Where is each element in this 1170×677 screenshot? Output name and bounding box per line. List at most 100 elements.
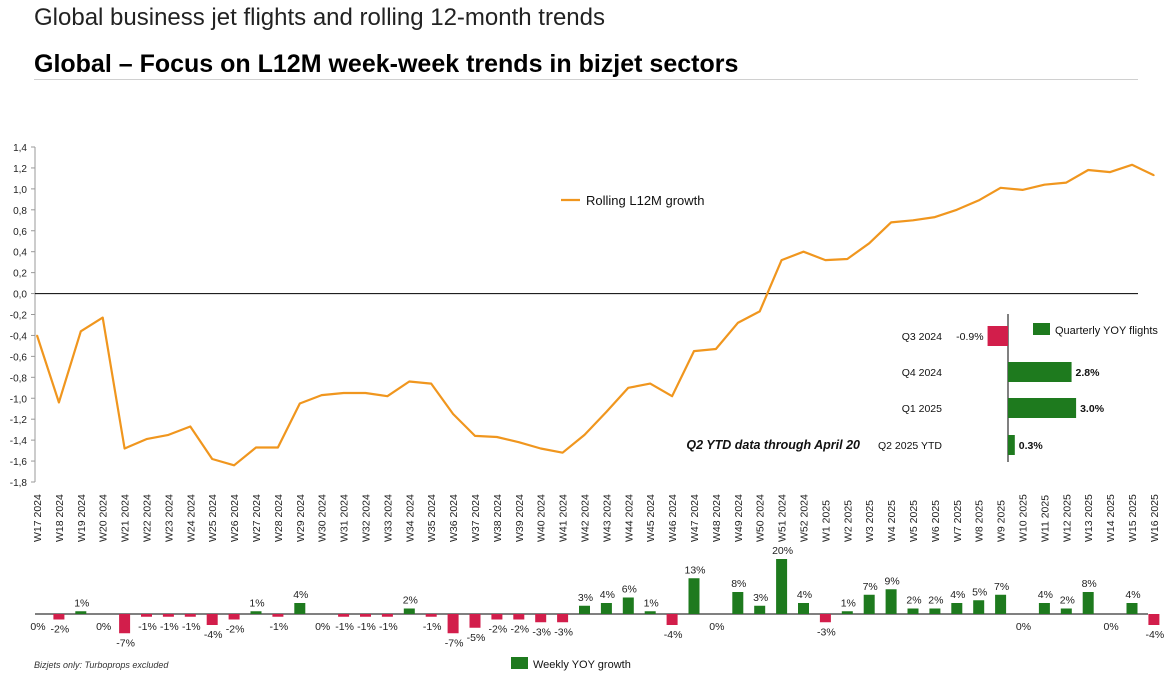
rolling-growth-point <box>167 434 170 436</box>
x-tick-label: W18 2024 <box>54 494 66 542</box>
x-tick-label: W40 2024 <box>536 494 548 542</box>
weekly-bar-label: -3% <box>817 626 836 638</box>
rolling-growth-point <box>1131 163 1133 166</box>
weekly-bar <box>272 614 284 617</box>
y-tick-label: -0,6 <box>10 352 28 363</box>
rolling-growth-point <box>80 330 82 333</box>
x-tick-label: W47 2024 <box>689 494 701 542</box>
weekly-bar <box>491 614 503 620</box>
y-tick-label: -1,8 <box>10 478 28 489</box>
quarterly-bar <box>987 326 1008 346</box>
x-tick-label: W50 2024 <box>755 494 767 542</box>
weekly-bar-label: 2% <box>403 595 418 607</box>
x-tick-label: W30 2024 <box>317 494 329 542</box>
x-tick-label: W34 2024 <box>404 494 416 542</box>
quarterly-category-label: Q2 2025 YTD <box>878 440 942 452</box>
weekly-bar <box>360 614 371 617</box>
weekly-bar <box>1082 592 1094 614</box>
weekly-bar-label: -7% <box>445 637 464 649</box>
rolling-growth-point <box>36 334 38 337</box>
weekly-bar-label: 4% <box>1125 589 1140 601</box>
weekly-bar-label: 0% <box>315 621 330 633</box>
x-tick-label: W51 2024 <box>777 494 789 542</box>
rolling-growth-point <box>299 402 301 405</box>
weekly-bar-label: 4% <box>293 589 308 601</box>
weekly-bar-label: 9% <box>885 575 900 587</box>
y-tick-label: 1,2 <box>13 164 27 175</box>
x-tick-label: W21 2024 <box>120 494 132 542</box>
rolling-growth-point <box>189 425 192 428</box>
weekly-bar <box>776 559 788 614</box>
weekly-bar-label: -1% <box>379 621 398 633</box>
weekly-bar <box>754 605 766 614</box>
rolling-growth-point <box>890 221 892 224</box>
y-tick-label: -0,4 <box>10 331 28 342</box>
rolling-growth-point <box>846 258 849 260</box>
rolling-growth-point <box>715 348 717 350</box>
rolling-growth-point <box>58 401 60 404</box>
x-tick-label: W42 2024 <box>580 494 592 542</box>
weekly-bar <box>75 611 87 614</box>
quarterly-bar-label: 3.0% <box>1080 403 1105 415</box>
y-tick-label: 0,6 <box>13 227 27 238</box>
weekly-bar-label: 1% <box>74 597 89 609</box>
weekly-bar-label: 3% <box>753 592 768 604</box>
weekly-bar <box>951 603 963 614</box>
rolling-growth-point <box>977 199 980 202</box>
weekly-bar-label: 4% <box>797 589 812 601</box>
weekly-bar-label: 1% <box>841 597 856 609</box>
y-tick-label: 1,0 <box>13 185 27 196</box>
weekly-bar-label: 1% <box>249 597 264 609</box>
x-tick-label: W14 2025 <box>1105 494 1117 542</box>
x-tick-label: W45 2024 <box>645 494 657 542</box>
weekly-bar <box>1038 603 1050 614</box>
x-tick-label: W22 2024 <box>142 494 154 542</box>
weekly-bar <box>579 605 590 614</box>
weekly-bar-label: 0% <box>1104 621 1119 633</box>
rolling-growth-point <box>474 435 476 437</box>
x-tick-label: W19 2024 <box>76 494 88 542</box>
rolling-growth-point <box>1153 174 1155 177</box>
x-tick-label: W11 2025 <box>1039 495 1051 542</box>
rolling-growth-line <box>35 163 1155 467</box>
weekly-bar <box>141 614 152 617</box>
weekly-bar <box>184 614 196 617</box>
weekly-bar-label: 13% <box>684 564 705 576</box>
rolling-growth-point <box>1043 183 1046 186</box>
weekly-bar-label: 3% <box>578 592 593 604</box>
x-tick-label: W46 2024 <box>667 494 679 542</box>
weekly-bar <box>381 614 393 617</box>
y-tick-label: 1,4 <box>13 143 27 154</box>
rolling-growth-point <box>1087 169 1089 171</box>
quarterly-category-label: Q4 2024 <box>902 367 942 379</box>
weekly-growth-chart: 0% -2%1%0%-7%-1% -1% -1%-4% -2%1%-1%4%0% -1% -… <box>30 545 1164 671</box>
weekly-bar-label: 6% <box>622 584 637 596</box>
rolling-growth-point <box>693 350 695 352</box>
weekly-bar-label: -1% <box>160 621 179 633</box>
x-tick-label: W43 2024 <box>601 494 613 542</box>
rolling-growth-point <box>671 395 673 397</box>
weekly-bar-label: 4% <box>600 589 615 601</box>
weekly-legend-swatch <box>511 657 528 669</box>
weekly-bar <box>338 614 350 617</box>
weekly-bar-label: -4% <box>204 629 223 641</box>
rolling-growth-point <box>912 219 914 222</box>
title-divider <box>34 79 1138 80</box>
x-tick-label: W1 2025 <box>820 500 832 542</box>
x-tick-label: W35 2024 <box>426 494 438 542</box>
rolling-growth-point <box>430 382 433 385</box>
rolling-growth-point <box>824 259 827 261</box>
y-tick-label: -1,6 <box>10 457 28 468</box>
weekly-bar <box>447 614 459 634</box>
y-tick-label: -0,8 <box>10 373 28 384</box>
weekly-bar <box>469 614 481 628</box>
rolling-growth-point <box>956 209 958 211</box>
weekly-bar-label: 2% <box>928 595 943 607</box>
q2-ytd-annotation: Q2 YTD data through April 20 <box>686 438 860 452</box>
rolling-growth-point <box>101 316 104 319</box>
rolling-growth-point <box>518 441 520 444</box>
x-tick-label: W20 2024 <box>98 494 110 542</box>
weekly-bar <box>841 611 853 614</box>
weekly-bar-label: -1% <box>182 621 201 633</box>
rolling-growth-point <box>342 392 345 394</box>
